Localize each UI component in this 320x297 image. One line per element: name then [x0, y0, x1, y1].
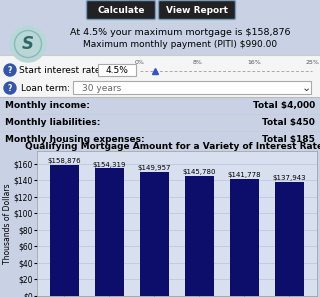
Text: Total $185: Total $185 [262, 135, 315, 144]
Text: View Report: View Report [166, 6, 228, 15]
Text: 8%: 8% [192, 60, 202, 65]
Text: Monthly liabilities:: Monthly liabilities: [5, 118, 100, 127]
Text: $141,778: $141,778 [228, 172, 261, 178]
Y-axis label: Thousands of Dollars: Thousands of Dollars [3, 183, 12, 264]
Text: 0%: 0% [135, 60, 145, 65]
Text: ⌄: ⌄ [301, 83, 311, 93]
FancyBboxPatch shape [158, 1, 236, 20]
Text: Start interest rates at:: Start interest rates at: [19, 66, 120, 75]
Text: 30 years: 30 years [82, 83, 121, 93]
Text: ?: ? [8, 83, 12, 93]
Text: 16%: 16% [248, 60, 261, 65]
Bar [275, 182, 304, 296]
Circle shape [4, 64, 16, 76]
Circle shape [10, 26, 46, 62]
Text: $158,876: $158,876 [47, 158, 81, 164]
Bar [0, 55, 320, 97]
Title: Qualifying Mortgage Amount for a Variety of Interest Rates: Qualifying Mortgage Amount for a Variety… [25, 142, 320, 151]
Bar [73, 81, 311, 94]
Bar [95, 168, 124, 296]
Text: $149,957: $149,957 [138, 165, 171, 171]
Text: Monthly income:: Monthly income: [5, 101, 90, 110]
FancyBboxPatch shape [86, 1, 156, 20]
Text: 25%: 25% [305, 60, 319, 65]
Text: 4.5%: 4.5% [106, 66, 128, 75]
Text: $145,780: $145,780 [183, 169, 216, 175]
Text: Calculate: Calculate [97, 6, 145, 15]
Text: $154,319: $154,319 [92, 162, 126, 168]
Text: At 4.5% your maximum mortgage is $158,876: At 4.5% your maximum mortgage is $158,87… [70, 28, 290, 37]
Text: Loan term:: Loan term: [21, 83, 70, 93]
Text: $137,943: $137,943 [273, 175, 306, 181]
Text: Total $450: Total $450 [262, 118, 315, 127]
Text: S: S [22, 35, 34, 53]
Text: Maximum monthly payment (PITI) $990.00: Maximum monthly payment (PITI) $990.00 [83, 40, 277, 48]
Bar [185, 176, 214, 296]
Bar [140, 172, 169, 296]
Text: Monthly housing expenses:: Monthly housing expenses: [5, 135, 145, 144]
Text: ?: ? [8, 66, 12, 75]
Text: Total $4,000: Total $4,000 [253, 101, 315, 110]
Bar [230, 179, 259, 296]
Circle shape [4, 82, 16, 94]
Bar [50, 165, 79, 296]
Bar [98, 64, 136, 76]
